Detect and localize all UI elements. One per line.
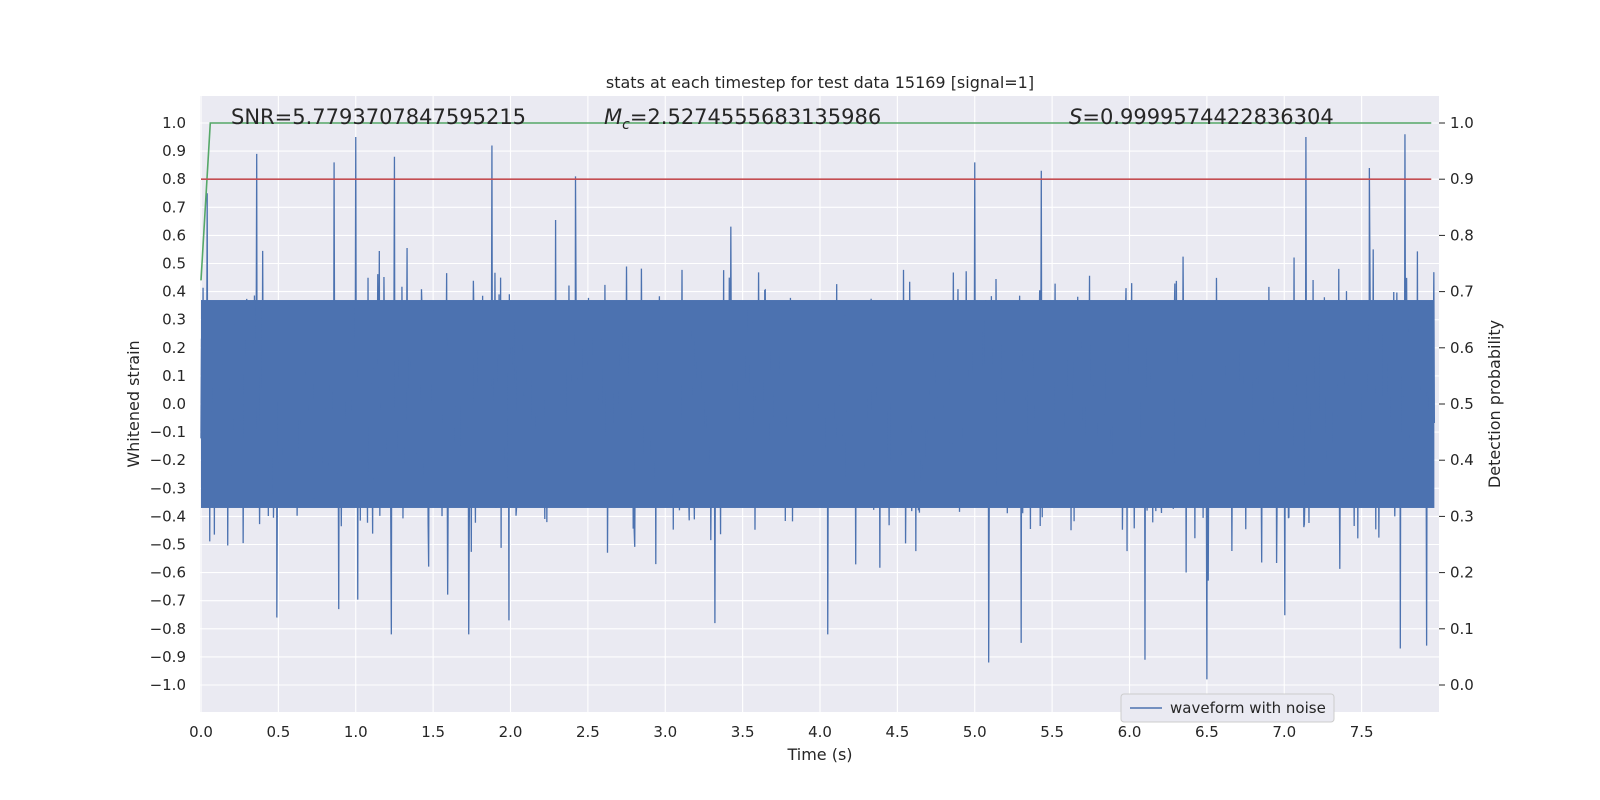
y-right-tick-label: 0.7	[1450, 283, 1474, 301]
y-left-tick-label: −0.8	[150, 620, 186, 638]
y-left-tick-label: −0.6	[150, 564, 186, 582]
x-tick-label: 6.5	[1195, 723, 1219, 741]
significance-symbol: S	[1069, 105, 1082, 129]
x-tick-label: 1.5	[421, 723, 445, 741]
y-left-axis-label: Whitened strain	[124, 340, 143, 467]
y-left-tick-label: −0.7	[150, 592, 186, 610]
x-tick-label: 7.5	[1350, 723, 1374, 741]
y-left-tick-label: 1.0	[162, 114, 186, 132]
waveform-series	[200, 134, 1436, 680]
x-tick-labels: 0.0 0.5 1.0 1.5 2.0 2.5 3.0 3.5 4.0 4.5 5.0 5.5 6.0 6…	[189, 723, 1373, 741]
chirp-mass-symbol: M	[604, 105, 622, 129]
legend: waveform with noise	[1120, 693, 1335, 723]
y-right-tick-labels: 1.0 0.9 0.8 0.7 0.6 0.5 0.4 0.3 0.2 0.1 0.0	[1439, 114, 1474, 694]
x-tick-label: 4.5	[885, 723, 909, 741]
y-right-tick-label: 0.0	[1450, 676, 1474, 694]
chirp-mass-annotation: Mc=2.5274555683135986	[604, 105, 881, 133]
y-left-tick-label: −0.4	[150, 507, 186, 525]
detection-probability-line	[200, 122, 1432, 281]
y-right-tick-label: 0.1	[1450, 620, 1474, 638]
y-left-tick-label: 0.5	[162, 255, 186, 273]
x-tick-label: 2.5	[576, 723, 600, 741]
legend-label: waveform with noise	[1170, 699, 1326, 717]
y-left-tick-label: 0.3	[162, 311, 186, 329]
y-left-tick-label: 0.6	[162, 226, 186, 244]
y-right-tick-label: 0.6	[1450, 339, 1474, 357]
x-tick-label: 0.5	[266, 723, 290, 741]
waveform-path	[200, 134, 1436, 680]
x-tick-label: 2.0	[499, 723, 523, 741]
x-tick-label: 1.0	[344, 723, 368, 741]
significance-value: =0.9999574422836304	[1082, 105, 1333, 129]
y-left-tick-label: −0.1	[150, 423, 186, 441]
y-left-tick-label: −0.5	[150, 536, 186, 554]
x-tick-label: 6.0	[1118, 723, 1142, 741]
x-tick-label: 7.0	[1272, 723, 1296, 741]
y-right-tick-label: 1.0	[1450, 114, 1474, 132]
y-left-tick-label: 0.7	[162, 198, 186, 216]
x-tick-label: 3.0	[653, 723, 677, 741]
x-tick-label: 4.0	[808, 723, 832, 741]
significance-annotation: S=0.9999574422836304	[1069, 105, 1334, 129]
y-right-tick-label: 0.8	[1450, 226, 1474, 244]
y-left-tick-label: 0.1	[162, 367, 186, 385]
x-tick-label: 3.5	[731, 723, 755, 741]
chirp-mass-value: =2.5274555683135986	[630, 105, 881, 129]
y-left-tick-label: 0.2	[162, 339, 186, 357]
legend-box	[1120, 693, 1335, 723]
chart-title: stats at each timestep for test data 151…	[606, 73, 1034, 92]
y-left-tick-label: −0.9	[150, 648, 186, 666]
y-right-tick-label: 0.4	[1450, 451, 1474, 469]
x-tick-label: 5.0	[963, 723, 987, 741]
x-axis-label: Time (s)	[786, 745, 852, 764]
y-right-tick-label: 0.2	[1450, 564, 1474, 582]
y-left-tick-label: −1.0	[150, 676, 186, 694]
y-right-axis-label: Detection probability	[1485, 320, 1504, 488]
snr-annotation: SNR=5.7793707847595215	[231, 105, 526, 129]
x-tick-label: 5.5	[1040, 723, 1064, 741]
y-right-tick-label: 0.5	[1450, 395, 1474, 413]
y-left-tick-label: 0.9	[162, 142, 186, 160]
y-left-tick-label: 0.4	[162, 283, 186, 301]
x-tick-label: 0.0	[189, 723, 213, 741]
y-left-tick-label: −0.2	[150, 451, 186, 469]
y-left-tick-label: −0.3	[150, 479, 186, 497]
chirp-mass-subscript: c	[622, 117, 630, 133]
y-left-tick-label: 0.8	[162, 170, 186, 188]
y-left-tick-label: 0.0	[162, 395, 186, 413]
y-left-tick-labels: 1.0 0.9 0.8 0.7 0.6 0.5 0.4 0.3 0.2 0.1 0.0 −0.1 −0.…	[150, 114, 186, 694]
y-right-tick-label: 0.9	[1450, 170, 1474, 188]
y-right-tick-label: 0.3	[1450, 507, 1474, 525]
